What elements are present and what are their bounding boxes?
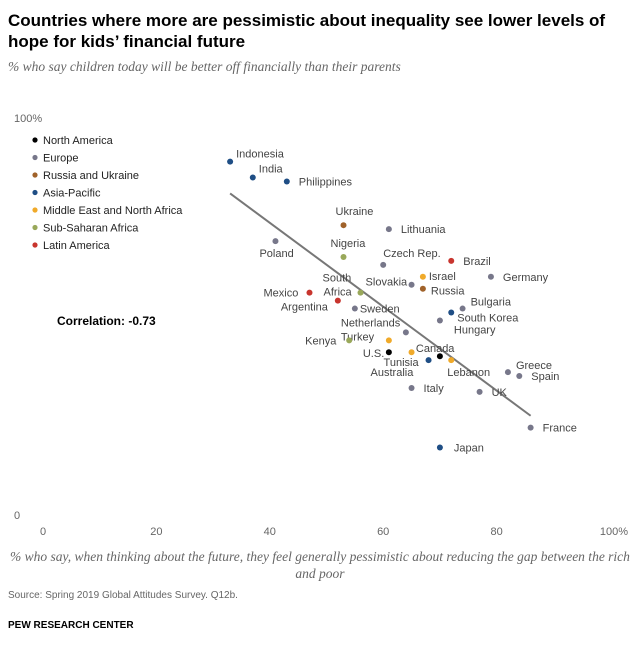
data-point	[436, 353, 443, 360]
point-label: Kenya	[305, 335, 337, 347]
data-point	[527, 424, 534, 431]
data-point	[476, 388, 483, 395]
source-note: Source: Spring 2019 Global Attitudes Sur…	[8, 590, 238, 601]
data-point	[516, 373, 523, 380]
legend-entry: Europe	[43, 153, 78, 165]
data-point	[425, 357, 432, 364]
point-label: Netherlands	[341, 317, 401, 329]
data-point	[340, 222, 347, 229]
point-label: Australia	[371, 367, 415, 379]
legend-entry: Russia and Ukraine	[43, 170, 139, 182]
data-point	[436, 444, 443, 451]
data-point	[385, 337, 392, 344]
point-label: South Korea	[457, 313, 519, 325]
point-label: Tunisia	[384, 357, 420, 369]
data-point	[448, 257, 455, 264]
point-label: Ukraine	[336, 206, 374, 218]
x-tick-label: 40	[264, 526, 276, 538]
legend-marker	[32, 224, 38, 231]
data-point	[448, 357, 455, 364]
data-point	[385, 349, 392, 356]
point-label: Slovakia	[366, 277, 408, 289]
x-tick-label: 100%	[600, 526, 628, 538]
legend-marker	[32, 207, 38, 213]
data-point	[351, 305, 358, 312]
x-axis-label: % who say, when thinking about the futur…	[10, 549, 630, 581]
data-point	[380, 261, 387, 268]
point-label: Indonesia	[236, 149, 285, 161]
data-point	[334, 297, 341, 304]
point-label: South	[323, 273, 352, 285]
correlation-annotation: Correlation: -0.73	[57, 314, 156, 328]
point-label: Nigeria	[331, 238, 367, 250]
point-label: Lebanon	[447, 367, 490, 379]
data-point	[385, 226, 392, 233]
point-label: Germany	[503, 272, 549, 284]
point-label: Japan	[454, 443, 484, 455]
point-label: Canada	[416, 343, 455, 355]
trend-line	[229, 192, 532, 417]
point-label: India	[259, 164, 284, 176]
data-point	[436, 317, 443, 324]
legend-entry: Asia-Pacific	[43, 188, 101, 200]
point-label: Brazil	[463, 256, 491, 268]
data-point	[504, 369, 511, 376]
data-point	[419, 273, 426, 280]
data-point	[408, 349, 415, 356]
x-tick-label: 0	[40, 526, 46, 538]
point-label: Greece	[516, 360, 552, 372]
legend-entry: Latin America	[43, 240, 111, 252]
legend-marker	[32, 189, 38, 196]
legend-entry: Middle East and North Africa	[43, 205, 183, 217]
brand-logo-text: PEW RESEARCH CENTER	[8, 620, 134, 631]
point-label: Turkey	[341, 331, 375, 343]
legend-marker	[32, 172, 38, 178]
data-point	[306, 289, 313, 296]
chart-title: Countries where more are pessimistic abo…	[8, 11, 606, 51]
data-point	[346, 337, 353, 344]
data-point	[249, 174, 256, 181]
point-label: Bulgaria	[471, 297, 512, 309]
data-point	[408, 281, 415, 288]
point-label: UK	[492, 387, 508, 399]
point-label: Russia	[431, 286, 466, 298]
point-label: Philippines	[299, 177, 353, 189]
data-point	[283, 178, 290, 185]
data-point	[459, 305, 466, 312]
point-label: Mexico	[263, 288, 298, 300]
point-label: Italy	[424, 383, 445, 395]
data-point	[408, 384, 415, 391]
y-tick-label: 0	[14, 510, 20, 522]
x-tick-label: 60	[377, 526, 389, 538]
point-label: France	[543, 423, 577, 435]
data-point	[227, 158, 234, 165]
point-label: Argentina	[281, 302, 329, 314]
point-label: U.S.	[363, 348, 384, 360]
y-tick-label: 100%	[14, 113, 42, 125]
legend-marker	[32, 242, 38, 248]
point-label: Israel	[429, 271, 456, 283]
data-point	[419, 285, 426, 292]
point-label: Spain	[531, 371, 559, 383]
point-label: Czech Rep.	[383, 248, 440, 260]
point-label: Hungary	[454, 324, 496, 336]
legend-marker	[32, 154, 38, 161]
point-label: Poland	[259, 248, 293, 260]
data-point	[357, 289, 364, 296]
data-point	[402, 329, 409, 336]
data-point	[272, 238, 279, 245]
x-tick-label: 20	[150, 526, 162, 538]
data-point	[340, 253, 347, 260]
data-point	[448, 309, 455, 316]
x-tick-label: 80	[490, 526, 502, 538]
point-label: Africa	[324, 287, 353, 299]
point-label: Lithuania	[401, 224, 447, 236]
legend-marker	[32, 137, 38, 143]
legend-entry: North America	[43, 135, 114, 147]
chart-subtitle: % who say children today will be better …	[8, 59, 401, 74]
point-label: Sweden	[360, 304, 400, 316]
data-point	[487, 273, 494, 280]
legend-entry: Sub-Saharan Africa	[43, 223, 139, 235]
